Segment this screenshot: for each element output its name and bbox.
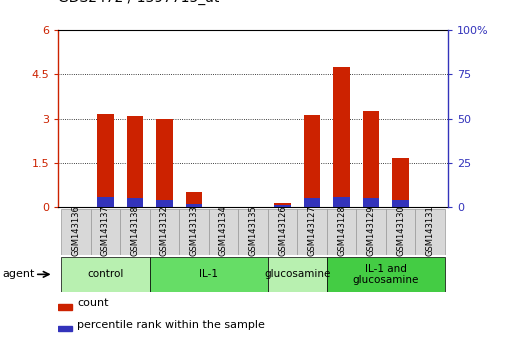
Text: GSM143138: GSM143138 <box>130 206 139 256</box>
Bar <box>392 200 408 207</box>
Text: GSM143137: GSM143137 <box>100 206 110 256</box>
Bar <box>304 198 320 207</box>
Text: agent: agent <box>3 269 35 279</box>
Bar <box>362 111 378 207</box>
Text: IL-1 and
glucosamine: IL-1 and glucosamine <box>352 263 418 285</box>
Text: GSM143131: GSM143131 <box>425 206 434 256</box>
Bar <box>267 209 296 255</box>
Bar <box>392 159 408 207</box>
Bar <box>127 116 143 207</box>
Bar <box>362 198 378 207</box>
Bar <box>326 257 444 292</box>
Bar <box>58 326 72 331</box>
Bar <box>90 209 120 255</box>
Text: IL-1: IL-1 <box>199 269 218 279</box>
Bar <box>58 304 72 309</box>
Bar <box>156 119 172 207</box>
Text: GSM143136: GSM143136 <box>71 206 80 256</box>
Bar <box>120 209 149 255</box>
Bar <box>333 197 349 207</box>
Bar <box>97 197 113 207</box>
Bar <box>326 209 356 255</box>
Bar <box>385 209 415 255</box>
Text: count: count <box>77 298 108 308</box>
Bar <box>333 67 349 207</box>
Bar <box>356 209 385 255</box>
Text: glucosamine: glucosamine <box>264 269 330 279</box>
Bar <box>208 209 238 255</box>
Text: GSM143132: GSM143132 <box>160 206 169 256</box>
Bar <box>274 205 290 207</box>
Text: percentile rank within the sample: percentile rank within the sample <box>77 320 264 330</box>
Bar <box>267 257 326 292</box>
Text: GSM143130: GSM143130 <box>395 206 405 256</box>
Text: GSM143126: GSM143126 <box>277 206 286 256</box>
Text: GSM143127: GSM143127 <box>307 206 316 256</box>
Bar <box>97 114 113 207</box>
Bar <box>274 202 290 207</box>
Bar <box>127 198 143 207</box>
Bar <box>179 209 208 255</box>
Text: GSM143135: GSM143135 <box>248 206 257 256</box>
Bar <box>415 209 444 255</box>
Text: control: control <box>87 269 123 279</box>
Bar <box>61 209 90 255</box>
Bar <box>156 200 172 207</box>
Bar <box>304 115 320 207</box>
Text: GDS2472 / 1397715_at: GDS2472 / 1397715_at <box>58 0 219 5</box>
Bar <box>238 209 267 255</box>
Text: GSM143128: GSM143128 <box>336 206 345 256</box>
Bar <box>185 192 201 207</box>
Text: GSM143133: GSM143133 <box>189 206 198 256</box>
Text: GSM143129: GSM143129 <box>366 206 375 256</box>
Bar <box>297 209 326 255</box>
Bar <box>149 257 267 292</box>
Text: GSM143134: GSM143134 <box>219 206 228 256</box>
Bar <box>149 209 179 255</box>
Bar <box>61 257 149 292</box>
Bar <box>185 204 201 207</box>
